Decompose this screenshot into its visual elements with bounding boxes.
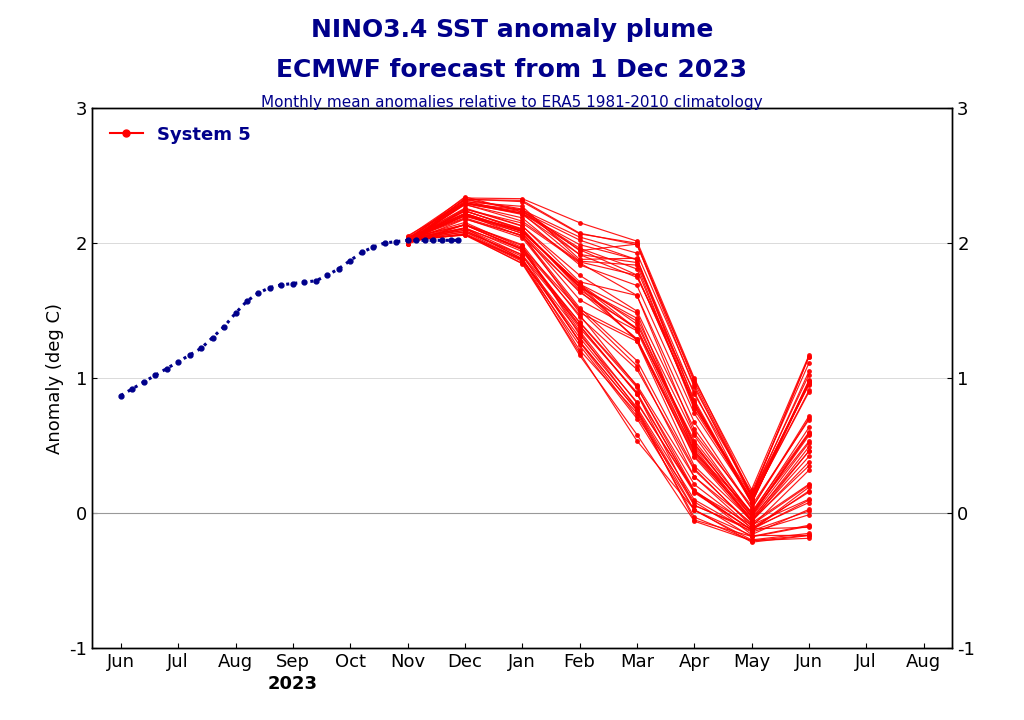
Text: 2023: 2023 — [268, 675, 317, 693]
Text: Monthly mean anomalies relative to ERA5 1981-2010 climatology: Monthly mean anomalies relative to ERA5 … — [261, 95, 763, 110]
Text: ECMWF forecast from 1 Dec 2023: ECMWF forecast from 1 Dec 2023 — [276, 58, 748, 81]
Text: NINO3.4 SST anomaly plume: NINO3.4 SST anomaly plume — [311, 18, 713, 42]
Legend: System 5: System 5 — [101, 117, 260, 153]
Y-axis label: Anomaly (deg C): Anomaly (deg C) — [46, 302, 63, 454]
